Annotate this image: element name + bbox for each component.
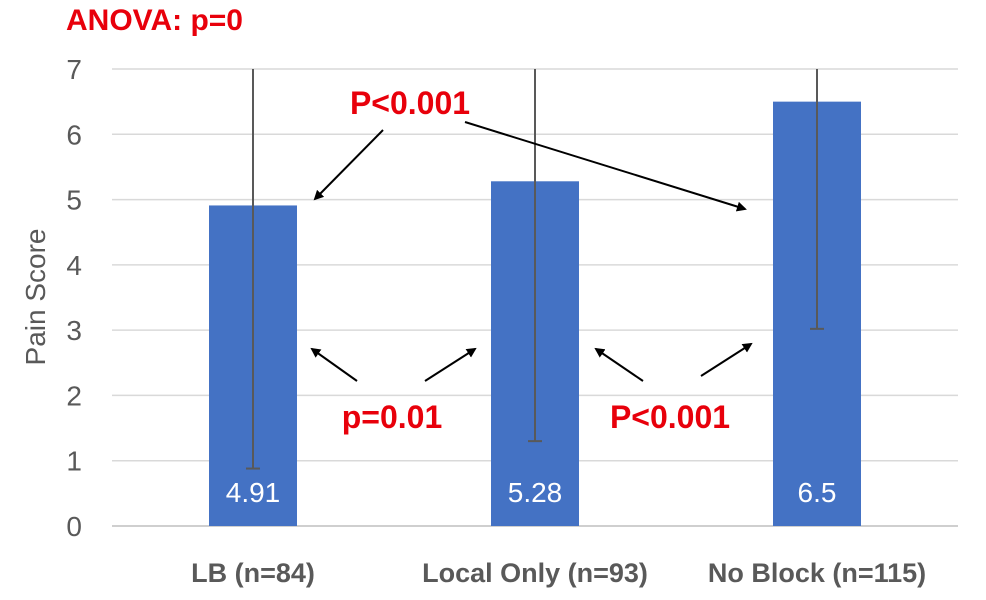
- annotation-bottom-left: p=0.01: [342, 399, 443, 435]
- arrow-top-to-noblock: [464, 121, 747, 212]
- error-bars: [246, 69, 824, 470]
- annotation-top: P<0.001: [350, 85, 470, 121]
- x-tick-label: Local Only (n=93): [422, 558, 648, 588]
- arrow-pleft-to-lb: [310, 347, 358, 382]
- x-tick-label: No Block (n=115): [708, 558, 926, 588]
- chart-title: ANOVA: p=0: [66, 4, 243, 37]
- y-axis-ticks: 0 1 2 3 4 5 6 7: [66, 54, 82, 542]
- value-label: 6.5: [798, 477, 837, 508]
- x-axis-ticks: LB (n=84) Local Only (n=93) No Block (n=11…: [191, 558, 926, 588]
- y-tick-label: 1: [66, 446, 82, 477]
- value-label: 5.28: [508, 477, 563, 508]
- arrow-pleft-to-local: [424, 347, 477, 382]
- x-tick-label: LB (n=84): [191, 558, 315, 588]
- y-tick-label: 2: [66, 380, 82, 411]
- y-tick-label: 4: [66, 250, 82, 281]
- value-labels: 4.91 5.28 6.5: [226, 477, 837, 508]
- y-tick-label: 7: [66, 54, 82, 85]
- arrow-pright-to-noblock: [700, 342, 753, 377]
- comparison-arrows: [310, 121, 753, 382]
- arrow-pright-to-local: [594, 347, 644, 382]
- value-label: 4.91: [226, 477, 281, 508]
- y-axis-label: Pain Score: [20, 229, 51, 366]
- y-tick-label: 0: [66, 511, 82, 542]
- y-tick-label: 3: [66, 315, 82, 346]
- annotation-bottom-right: P<0.001: [610, 399, 730, 435]
- y-tick-label: 5: [66, 185, 82, 216]
- y-tick-label: 6: [66, 119, 82, 150]
- arrow-top-to-lb: [313, 129, 384, 201]
